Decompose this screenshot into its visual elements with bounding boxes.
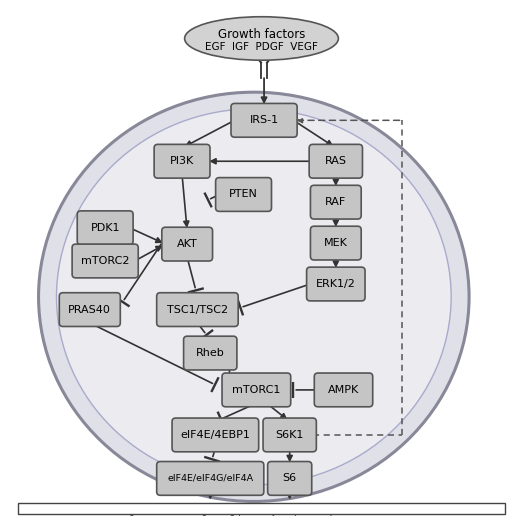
Text: eIF4E/eIF4G/eIF4A: eIF4E/eIF4G/eIF4A [167,474,253,483]
FancyBboxPatch shape [309,145,362,178]
FancyBboxPatch shape [172,418,259,452]
Text: RAF: RAF [325,197,346,207]
Bar [18,503,505,514]
FancyBboxPatch shape [162,227,212,261]
FancyBboxPatch shape [231,103,297,137]
FancyBboxPatch shape [154,145,210,178]
Text: S6: S6 [282,473,297,483]
FancyBboxPatch shape [314,373,373,407]
Text: S6K1: S6K1 [276,430,304,440]
Text: Figure 3. mTOR signaling pathway (Populo, Lopes et al. 2012): Figure 3. mTOR signaling pathway (Populo… [122,507,401,516]
FancyBboxPatch shape [59,293,120,326]
FancyBboxPatch shape [157,293,238,326]
Text: mTORC2: mTORC2 [81,256,129,266]
FancyBboxPatch shape [184,336,237,370]
Text: eIF4E/4EBP1: eIF4E/4EBP1 [180,430,251,440]
Text: MEK: MEK [324,238,348,248]
Ellipse shape [56,109,451,485]
Text: PTEN: PTEN [229,189,258,199]
Text: mTORC1: mTORC1 [232,385,280,395]
Ellipse shape [185,17,338,60]
Text: PDK1: PDK1 [90,223,120,233]
Text: RAS: RAS [325,156,347,166]
FancyBboxPatch shape [311,185,361,219]
Text: AMPK: AMPK [328,385,359,395]
Text: Growth factors: Growth factors [218,28,305,41]
FancyBboxPatch shape [268,461,312,495]
Text: TSC1/TSC2: TSC1/TSC2 [167,305,228,315]
Text: PRAS40: PRAS40 [69,305,111,315]
Text: AKT: AKT [177,239,198,249]
Text: ERK1/2: ERK1/2 [316,279,356,289]
FancyBboxPatch shape [311,226,361,260]
FancyBboxPatch shape [72,244,138,278]
Text: IRS-1: IRS-1 [249,115,279,125]
FancyBboxPatch shape [222,373,291,407]
Text: EGF  IGF  PDGF  VEGF: EGF IGF PDGF VEGF [205,42,318,52]
Text: Rheb: Rheb [196,348,224,358]
FancyBboxPatch shape [157,461,264,495]
FancyBboxPatch shape [215,177,271,211]
FancyBboxPatch shape [263,418,316,452]
FancyBboxPatch shape [77,211,133,245]
Ellipse shape [39,92,469,502]
FancyBboxPatch shape [306,267,365,301]
Text: PI3K: PI3K [170,156,194,166]
